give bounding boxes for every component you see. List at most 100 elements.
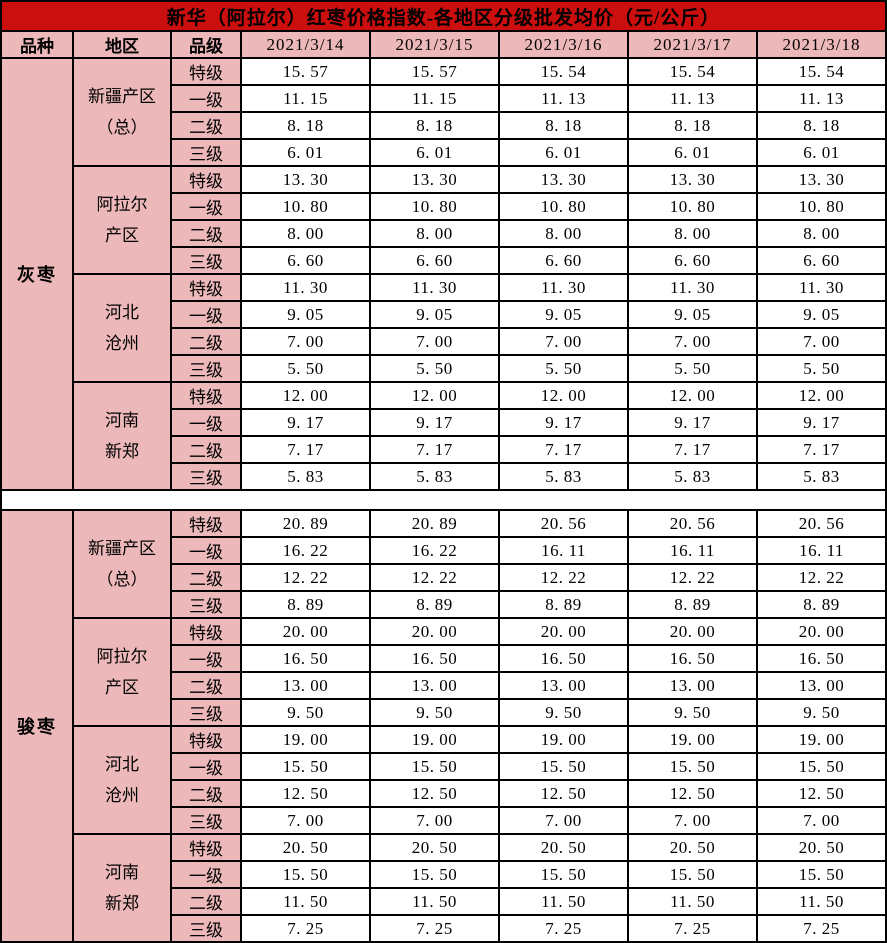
- grade-cell: 特级: [170, 509, 242, 538]
- price-cell: 5. 83: [498, 462, 629, 491]
- grade-cell: 一级: [170, 408, 242, 437]
- table-title: 新华（阿拉尔）红枣价格指数-各地区分级批发均价（元/公斤）: [0, 0, 887, 32]
- region-cell: 河北 沧州: [72, 725, 172, 835]
- grade-cell: 一级: [170, 84, 242, 113]
- price-cell: 9. 50: [369, 698, 500, 727]
- price-cell: 19. 00: [756, 725, 887, 754]
- price-cell: 11. 50: [627, 887, 758, 916]
- data-row: 河南 新郑 特级 12. 00 12. 00 12. 00 12. 00 12. 00: [1, 381, 887, 491]
- grade-cell: 二级: [170, 219, 242, 248]
- price-cell: 7. 17: [498, 435, 629, 464]
- price-cell: 13. 00: [369, 671, 500, 700]
- price-cell: 16. 50: [627, 644, 758, 673]
- price-cell: 15. 50: [627, 752, 758, 781]
- data-row: 阿拉尔 产区 特级 20. 00 20. 00 20. 00 20. 00 20. 00: [1, 617, 887, 727]
- data-row: 一级 9. 05 9. 05 9. 05 9. 05 9. 05: [1, 300, 887, 329]
- price-cell: 6. 60: [369, 246, 500, 275]
- price-cell: 5. 83: [627, 462, 758, 491]
- price-cell: 7. 00: [627, 327, 758, 356]
- price-cell: 8. 18: [627, 111, 758, 140]
- price-cell: 9. 05: [369, 300, 500, 329]
- price-cell: 16. 50: [240, 644, 371, 673]
- data-row: 三级 5. 50 5. 50 5. 50 5. 50 5. 50: [1, 354, 887, 383]
- price-cell: 20. 89: [369, 509, 500, 538]
- price-cell: 16. 50: [756, 644, 887, 673]
- data-row: 一级 16. 22 16. 22 16. 11 16. 11 16. 11: [1, 536, 887, 565]
- price-cell: 12. 00: [240, 381, 371, 410]
- price-cell: 8. 89: [498, 590, 629, 619]
- price-cell: 20. 00: [240, 617, 371, 646]
- data-row: 二级 7. 17 7. 17 7. 17 7. 17 7. 17: [1, 435, 887, 464]
- title-row: 新华（阿拉尔）红枣价格指数-各地区分级批发均价（元/公斤）: [0, 0, 887, 32]
- price-cell: 7. 00: [498, 806, 629, 835]
- price-cell: 15. 54: [756, 57, 887, 86]
- data-row: 阿拉尔 产区 特级 13. 30 13. 30 13. 30 13. 30 13. 30: [1, 165, 887, 275]
- col-header-date: 2021/3/16: [498, 30, 629, 59]
- price-cell: 11. 50: [369, 887, 500, 916]
- price-cell: 12. 22: [627, 563, 758, 592]
- region-cell: 河南 新郑: [72, 381, 172, 491]
- grade-cell: 特级: [170, 381, 242, 410]
- grade-cell: 一级: [170, 192, 242, 221]
- grade-cell: 二级: [170, 435, 242, 464]
- price-cell: 9. 17: [240, 408, 371, 437]
- grade-cell: 一级: [170, 300, 242, 329]
- grade-cell: 二级: [170, 327, 242, 356]
- price-cell: 13. 00: [498, 671, 629, 700]
- region-cell: 河南 新郑: [72, 833, 172, 943]
- price-cell: 7. 17: [627, 435, 758, 464]
- price-cell: 9. 17: [369, 408, 500, 437]
- price-cell: 9. 17: [756, 408, 887, 437]
- price-cell: 20. 50: [369, 833, 500, 862]
- grade-cell: 特级: [170, 57, 242, 86]
- price-cell: 10. 80: [627, 192, 758, 221]
- grade-cell: 特级: [170, 617, 242, 646]
- price-cell: 7. 25: [498, 914, 629, 943]
- col-header-variety: 品种: [0, 30, 74, 59]
- price-cell: 9. 17: [627, 408, 758, 437]
- data-row: 二级 7. 00 7. 00 7. 00 7. 00 7. 00: [1, 327, 887, 356]
- price-cell: 15. 57: [240, 57, 371, 86]
- price-cell: 9. 05: [627, 300, 758, 329]
- price-cell: 20. 56: [756, 509, 887, 538]
- price-cell: 6. 01: [756, 138, 887, 167]
- price-cell: 11. 30: [756, 273, 887, 302]
- grade-cell: 二级: [170, 779, 242, 808]
- price-cell: 11. 30: [369, 273, 500, 302]
- data-row: 一级 11. 15 11. 15 11. 13 11. 13 11. 13: [1, 84, 887, 113]
- header-row: 品种 地区 品级 2021/3/14 2021/3/15 2021/3/16 2…: [0, 30, 887, 59]
- price-cell: 12. 00: [627, 381, 758, 410]
- price-cell: 7. 25: [756, 914, 887, 943]
- data-row: 一级 9. 17 9. 17 9. 17 9. 17 9. 17: [1, 408, 887, 437]
- price-cell: 5. 83: [369, 462, 500, 491]
- data-row: 一级 15. 50 15. 50 15. 50 15. 50 15. 50: [1, 752, 887, 781]
- data-row: 一级 16. 50 16. 50 16. 50 16. 50 16. 50: [1, 644, 887, 673]
- price-cell: 16. 11: [627, 536, 758, 565]
- price-cell: 13. 30: [240, 165, 371, 194]
- price-cell: 7. 25: [240, 914, 371, 943]
- data-row: 二级 13. 00 13. 00 13. 00 13. 00 13. 00: [1, 671, 887, 700]
- price-cell: 9. 50: [756, 698, 887, 727]
- price-cell: 13. 30: [369, 165, 500, 194]
- price-cell: 11. 15: [369, 84, 500, 113]
- price-cell: 20. 50: [498, 833, 629, 862]
- price-cell: 6. 60: [756, 246, 887, 275]
- price-cell: 15. 54: [498, 57, 629, 86]
- price-cell: 6. 60: [498, 246, 629, 275]
- price-cell: 20. 56: [498, 509, 629, 538]
- price-cell: 7. 00: [756, 327, 887, 356]
- price-cell: 7. 17: [756, 435, 887, 464]
- price-cell: 13. 30: [756, 165, 887, 194]
- price-cell: 12. 22: [756, 563, 887, 592]
- data-row: 河南 新郑 特级 20. 50 20. 50 20. 50 20. 50 20. 50: [1, 833, 887, 943]
- region-cell: 河北 沧州: [72, 273, 172, 383]
- variety-cell: 灰枣: [0, 57, 74, 491]
- grade-cell: 一级: [170, 536, 242, 565]
- price-cell: 20. 50: [756, 833, 887, 862]
- price-cell: 5. 50: [756, 354, 887, 383]
- col-header-date: 2021/3/18: [756, 30, 887, 59]
- data-row: 二级 8. 00 8. 00 8. 00 8. 00 8. 00: [1, 219, 887, 248]
- data-row: 灰枣 新疆产区 （总） 特级 15. 57 15. 57 15. 54 15. 54 15. 5…: [0, 57, 887, 491]
- price-cell: 8. 00: [240, 219, 371, 248]
